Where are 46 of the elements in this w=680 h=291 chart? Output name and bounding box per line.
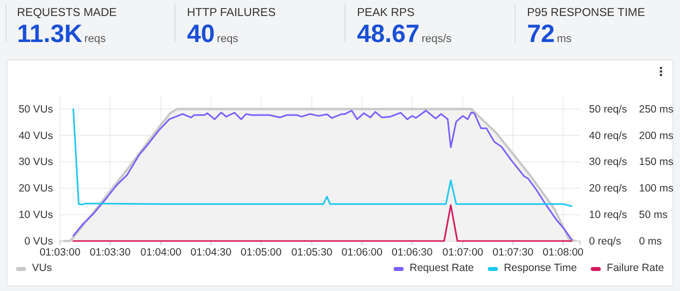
y-tick-label: 20 VUs (18, 182, 53, 195)
y2-tick-label: 50 req/s (589, 103, 627, 116)
legend-label: VUs (32, 262, 52, 274)
y3-tick-label: 200 ms (639, 130, 674, 142)
legend-label: Request Rate (410, 262, 474, 274)
text: reqs/s (422, 33, 452, 45)
x-tick-label: 01:08:00 (542, 246, 584, 258)
y2-tick-label: 0 req/s (589, 235, 622, 248)
y-tick-label: 0 VUs (24, 235, 53, 248)
x-tick-label: 01:05:00 (240, 246, 282, 258)
y3-tick-label: 100 ms (639, 182, 674, 195)
x-tick-label: 01:06:30 (392, 246, 433, 258)
text: reqs (216, 33, 239, 45)
y3-tick-label: 250 ms (639, 103, 674, 116)
text: 11.3K (17, 20, 82, 48)
x-tick-label: 01:07:00 (442, 246, 484, 258)
text: PEAK RPS (357, 7, 415, 19)
y2-tick-label: 40 req/s (589, 130, 627, 142)
text: 72 (527, 20, 555, 48)
x-tick-label: 01:04:30 (190, 246, 232, 258)
y-tick-label: 40 VUs (18, 130, 53, 142)
x-tick-label: 01:07:30 (492, 246, 534, 258)
line-series (72, 108, 572, 207)
y3-tick-label: 50 ms (639, 208, 668, 221)
text: REQUESTS MADE (17, 7, 118, 19)
text: 48.67 (357, 20, 420, 48)
y-tick-label: 10 VUs (18, 208, 53, 221)
y-tick-label: 30 VUs (18, 156, 53, 168)
x-tick-label: 01:06:00 (342, 246, 383, 258)
text: reqs (84, 33, 106, 45)
y2-tick-label: 10 req/s (589, 208, 627, 221)
x-tick-label: 01:05:30 (291, 246, 332, 258)
text: HTTP FAILURES (187, 7, 276, 19)
text: 40 (187, 20, 215, 48)
y-tick-label: 50 VUs (18, 103, 53, 116)
y2-tick-label: 20 req/s (589, 182, 627, 195)
legend-label: Failure Rate (606, 262, 664, 274)
y2-tick-label: 30 req/s (589, 156, 627, 168)
y3-tick-label: 150 ms (639, 156, 674, 168)
text: P95 RESPONSE TIME (527, 7, 646, 19)
x-tick-label: 01:04:00 (140, 246, 182, 258)
y3-tick-label: 0 ms (639, 235, 662, 248)
legend-label: Response Time (504, 262, 577, 274)
text: ms (556, 33, 572, 45)
x-tick-label: 01:03:00 (40, 246, 81, 258)
x-tick-label: 01:03:30 (90, 246, 131, 258)
